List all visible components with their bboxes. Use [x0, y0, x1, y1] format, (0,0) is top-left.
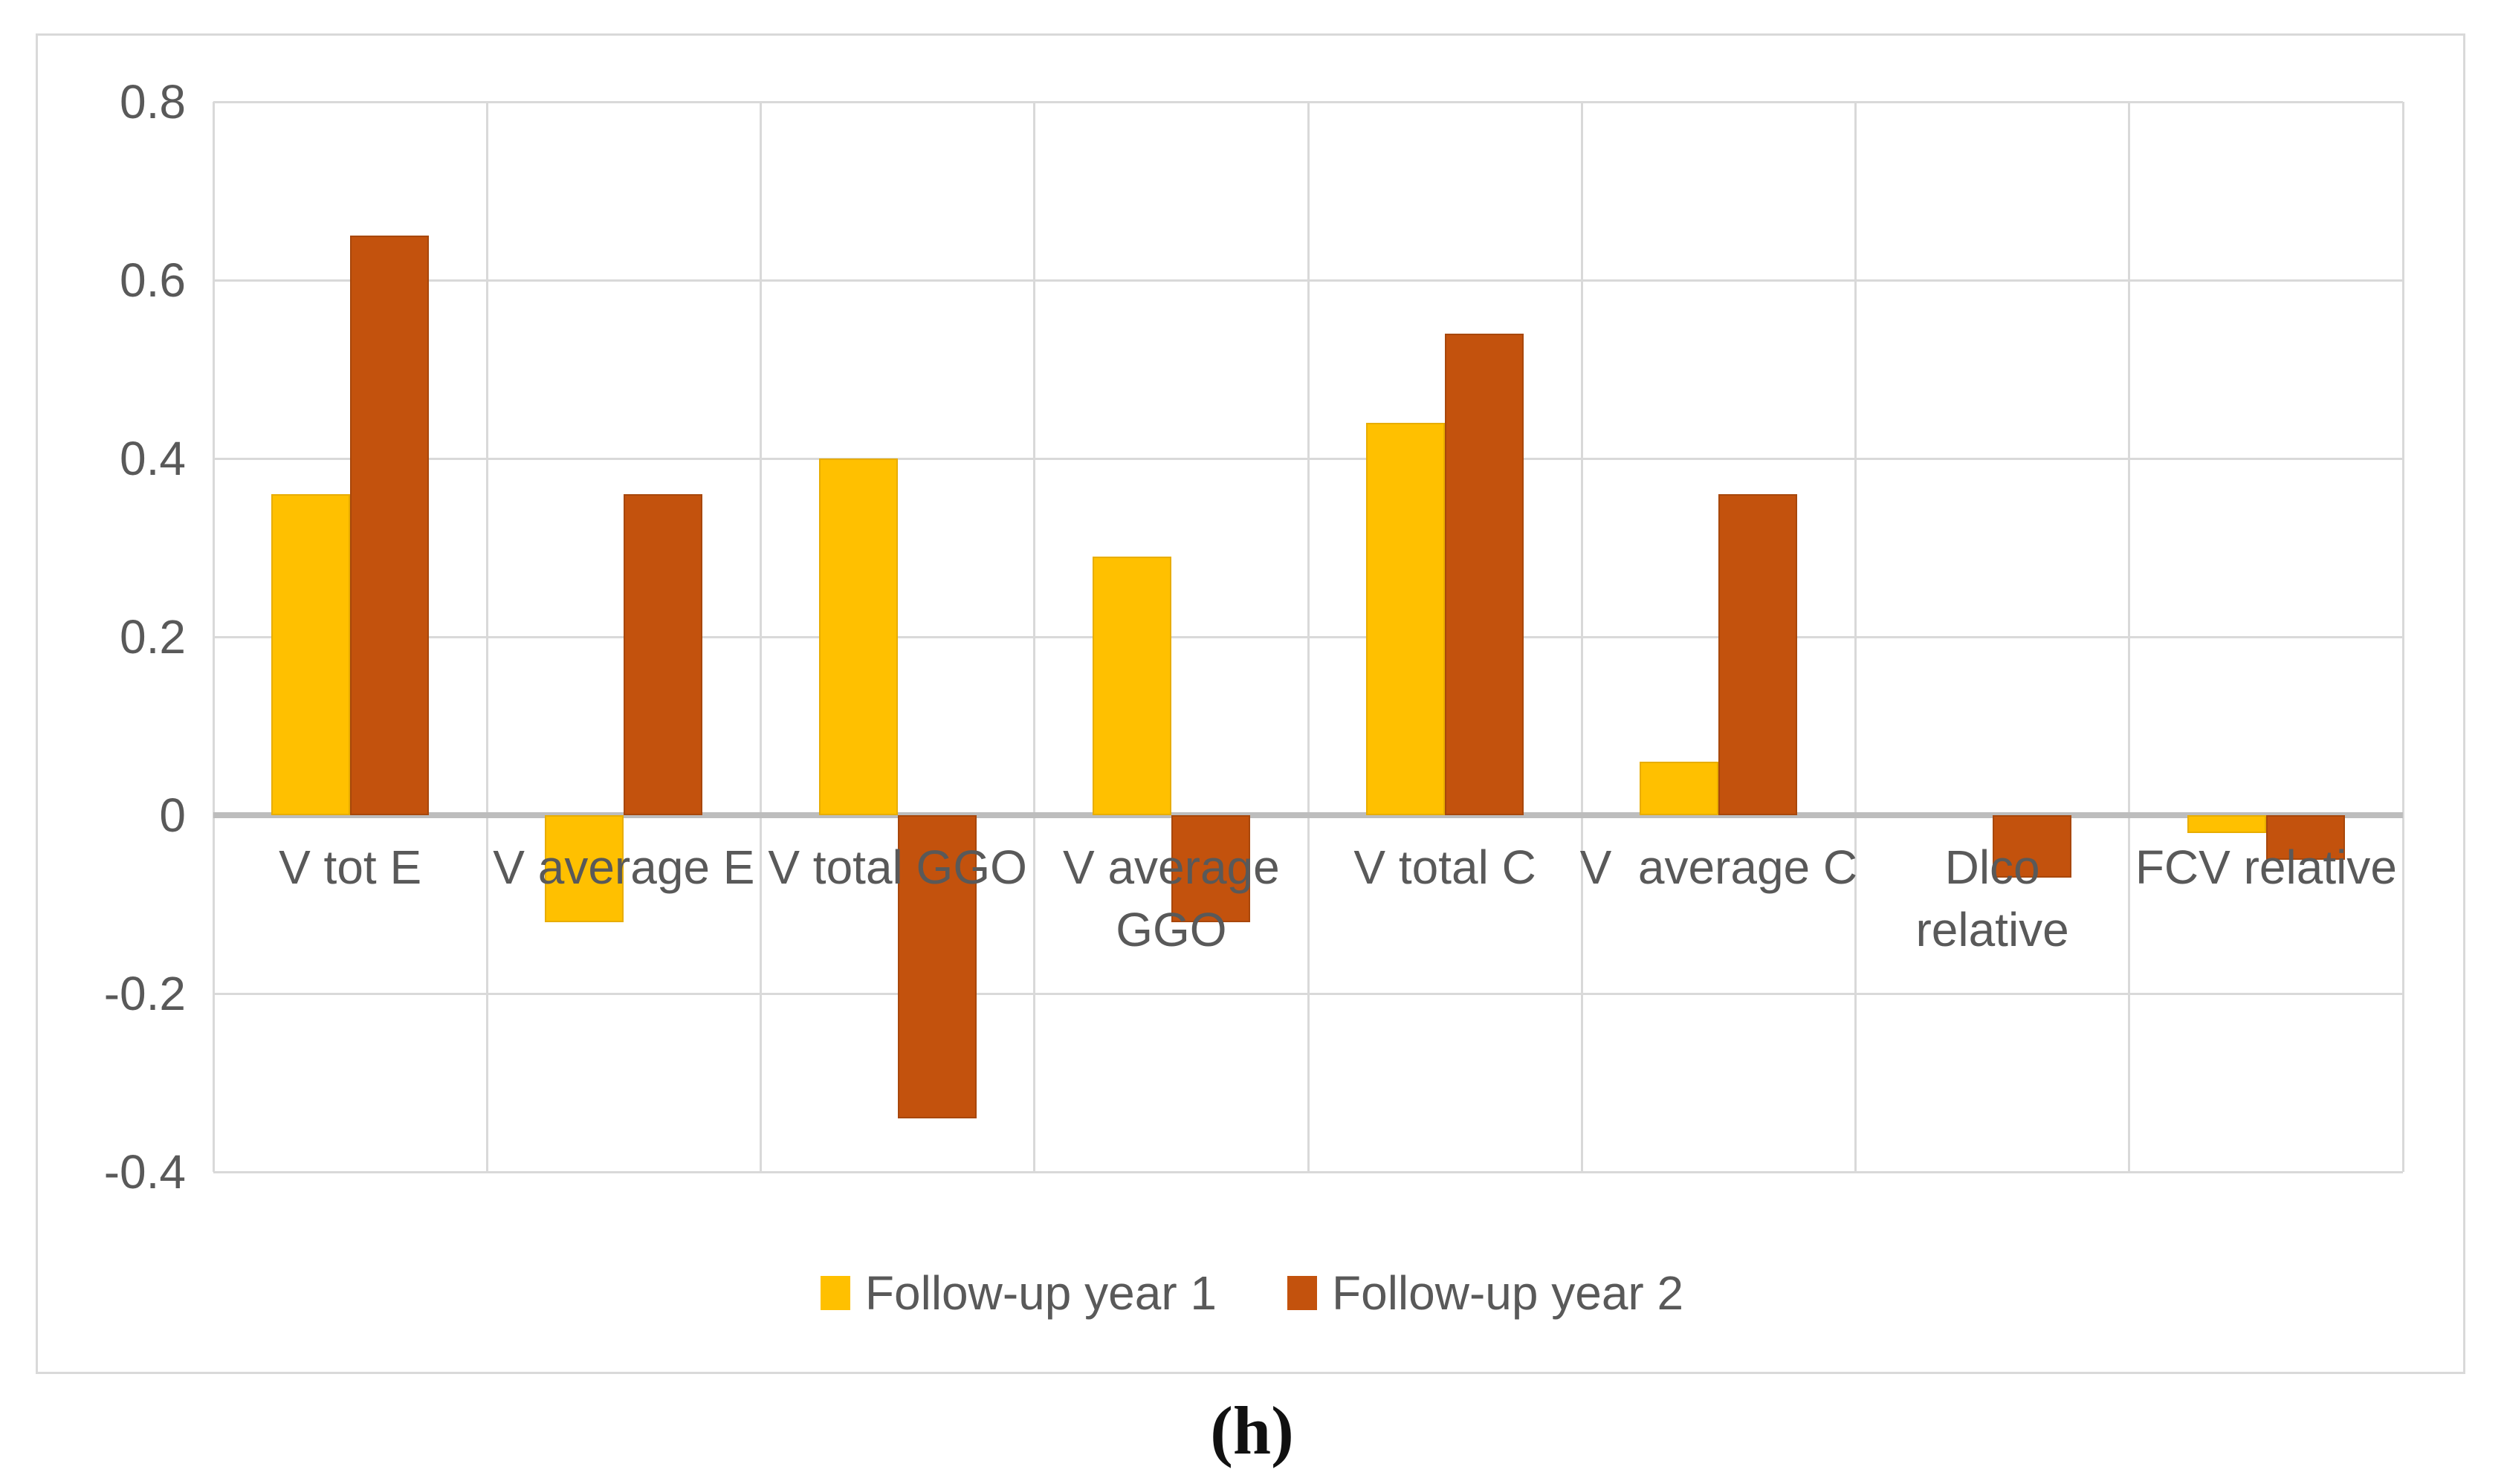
x-axis-label: FCV relative: [2135, 840, 2397, 894]
bar-follow-up-year-1-cat3: [1092, 557, 1171, 815]
figure-caption: (h): [1210, 1393, 1294, 1468]
legend-item: Follow-up year 1: [820, 1266, 1217, 1320]
gridline-vertical: [760, 102, 762, 1172]
bar-follow-up-year-2-cat1: [624, 494, 703, 815]
bar-follow-up-year-2-cat3: [1171, 815, 1250, 922]
y-axis-tick-label: 0: [159, 788, 186, 842]
chart-frame: [36, 33, 2465, 1374]
legend-label: Follow-up year 2: [1332, 1266, 1684, 1320]
y-axis-tick-label: 0.8: [120, 75, 186, 129]
bar-follow-up-year-1-cat1: [545, 815, 624, 922]
gridline-vertical: [212, 102, 215, 1172]
x-axis-label: V average GGO: [1062, 840, 1280, 956]
bar-follow-up-year-1-cat5: [1640, 762, 1719, 815]
x-axis-label: V average E: [493, 840, 755, 894]
y-axis-tick-label: -0.2: [103, 967, 186, 1020]
legend-swatch-icon: [820, 1276, 850, 1310]
bar-follow-up-year-1-cat4: [1366, 423, 1446, 815]
gridline-vertical: [1307, 102, 1310, 1172]
bar-follow-up-year-1-cat2: [818, 459, 898, 815]
gridline-vertical: [485, 102, 488, 1172]
y-axis-tick-label: 0.2: [120, 610, 186, 664]
bar-follow-up-year-2-cat7: [2265, 815, 2345, 860]
bar-follow-up-year-2-cat6: [1992, 815, 2071, 878]
bar-follow-up-year-2-cat2: [897, 815, 977, 1118]
bar-follow-up-year-2-cat4: [1445, 334, 1524, 815]
y-axis-tick-label: 0.4: [120, 432, 186, 485]
bar-follow-up-year-1-cat7: [2187, 815, 2266, 833]
x-axis-label: V tot E: [279, 840, 422, 894]
plot-area: [212, 100, 2404, 1173]
gridline-vertical: [2128, 102, 2131, 1172]
bar-follow-up-year-2-cat5: [1718, 494, 1798, 815]
x-axis-label: V total C: [1353, 840, 1536, 894]
x-axis-label: Dlco relative: [1915, 840, 2069, 956]
legend-label: Follow-up year 1: [864, 1266, 1217, 1320]
gridline-vertical: [1854, 102, 1857, 1172]
gridline-vertical: [1580, 102, 1583, 1172]
y-axis-tick-label: -0.4: [103, 1145, 186, 1199]
gridline-horizontal: [213, 1170, 2403, 1173]
zero-axis-line: [213, 812, 2403, 818]
bar-follow-up-year-1-cat0: [271, 494, 351, 815]
bar-follow-up-year-2-cat0: [350, 236, 430, 815]
x-axis-label: V total GGO: [768, 840, 1027, 894]
x-axis-label: V average C: [1579, 840, 1858, 894]
legend: Follow-up year 1 Follow-up year 2: [0, 1263, 2504, 1323]
gridline-vertical: [2401, 102, 2404, 1172]
y-axis-tick-label: 0.6: [120, 253, 186, 307]
legend-item: Follow-up year 2: [1287, 1267, 1683, 1319]
legend-swatch-icon: [1287, 1276, 1317, 1310]
gridline-vertical: [1033, 102, 1036, 1172]
